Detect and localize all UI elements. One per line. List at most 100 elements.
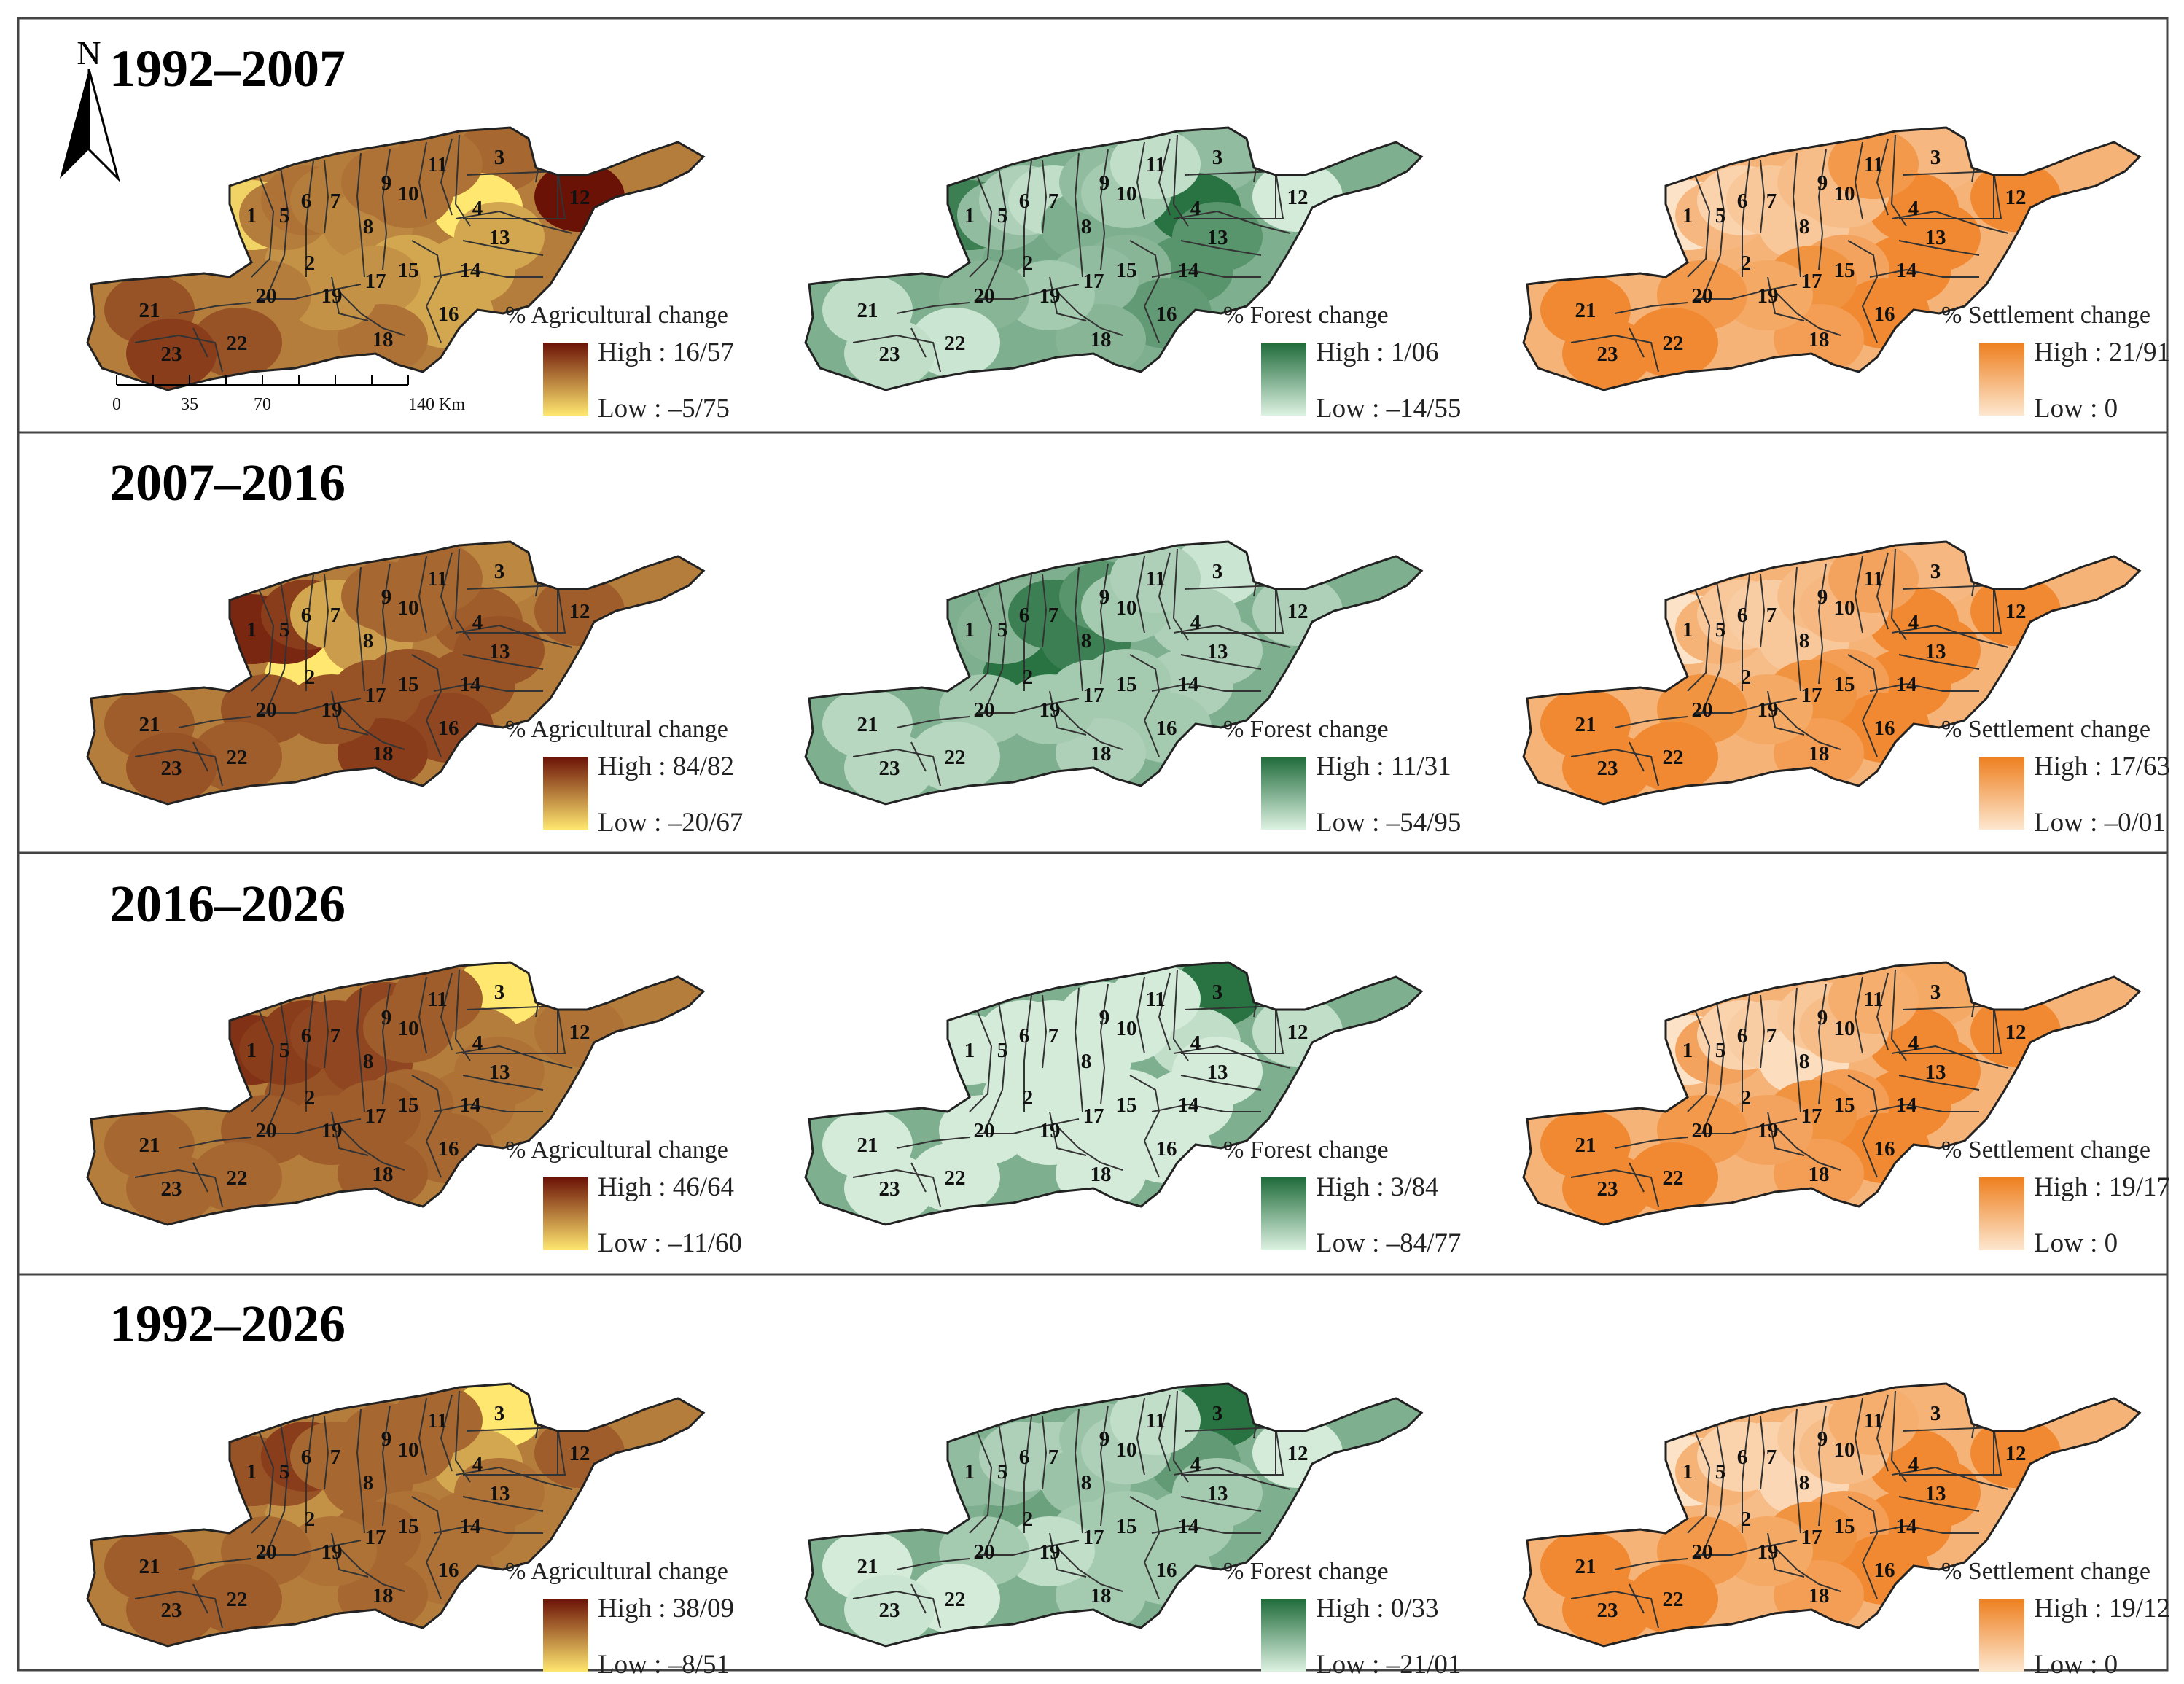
district-label: 13	[1925, 226, 1946, 249]
district-label: 22	[227, 1588, 248, 1611]
district-label: 6	[1019, 1024, 1030, 1048]
district-label: 10	[398, 182, 419, 206]
district-border	[463, 584, 566, 634]
district-label: 15	[1116, 1094, 1137, 1117]
district-border	[356, 987, 365, 1112]
district-label: 7	[330, 604, 341, 627]
district-label: 1	[964, 618, 975, 642]
district-border	[455, 210, 573, 234]
district-label: 3	[1930, 146, 1941, 169]
district-border	[1049, 276, 1087, 321]
district-label: 22	[945, 1588, 966, 1611]
district-border	[1701, 1423, 1725, 1556]
district-border	[1074, 1408, 1083, 1534]
scale-label: 0	[112, 395, 121, 414]
district-label: 22	[945, 1166, 966, 1190]
district-border	[1891, 624, 2009, 648]
district-label: 14	[1178, 673, 1199, 696]
district-border	[259, 284, 362, 300]
district-label: 15	[1116, 1515, 1137, 1538]
district-label: 5	[997, 618, 1008, 642]
district-border	[1876, 972, 1889, 1050]
district-label: 8	[1081, 1050, 1092, 1073]
district-border	[969, 588, 993, 692]
district-border	[1173, 210, 1291, 234]
district-label: 4	[472, 1453, 483, 1476]
district-label: 9	[381, 171, 392, 195]
district-label: 20	[974, 698, 995, 722]
north-arrow-half	[87, 69, 120, 183]
district-label: 9	[1817, 171, 1828, 195]
district-19	[286, 674, 377, 744]
district-11	[392, 543, 483, 613]
district-label: 22	[227, 332, 248, 355]
legend-low: Low : –8/51	[598, 1650, 730, 1680]
district-border	[896, 302, 970, 314]
district-border	[1891, 210, 2009, 234]
district-label: 16	[438, 303, 459, 326]
legend-ramp	[543, 343, 588, 416]
legend-high: High : 16/57	[598, 338, 734, 367]
district-label: 13	[1207, 226, 1228, 249]
district-label: 8	[1799, 1050, 1810, 1073]
district-label: 5	[279, 618, 290, 642]
district-border	[1136, 976, 1145, 1054]
district-border	[1042, 1416, 1048, 1490]
district-label: 16	[1874, 1137, 1895, 1161]
district-label: 16	[1156, 1137, 1177, 1161]
district-border	[1042, 574, 1048, 648]
district-border	[265, 1423, 289, 1556]
district-border	[977, 284, 1080, 300]
district-label: 8	[363, 215, 374, 238]
district-border	[1151, 682, 1261, 692]
district-label: 9	[381, 1427, 392, 1451]
district-border	[440, 138, 453, 216]
district-border	[463, 1005, 566, 1054]
district-19	[1723, 260, 1813, 330]
district-label: 17	[1801, 1104, 1822, 1128]
district-border	[331, 276, 369, 321]
district-label: 19	[1758, 284, 1779, 308]
district-label: 8	[363, 629, 374, 652]
district-label: 21	[139, 1555, 160, 1578]
district-label: 14	[1178, 259, 1199, 282]
legend-title: % Forest change	[1223, 1137, 1389, 1163]
district-border	[134, 1590, 223, 1629]
district-border	[977, 1540, 1080, 1556]
district-fills	[104, 128, 625, 389]
district-label: 6	[301, 1024, 312, 1048]
district-label: 16	[1874, 303, 1895, 326]
district-border	[1173, 1466, 1291, 1490]
district-border	[1876, 138, 1889, 216]
district-border	[1695, 1540, 1798, 1556]
district-label: 11	[427, 153, 447, 176]
district-border	[1136, 1398, 1145, 1476]
district-11	[1110, 1385, 1201, 1455]
district-label: 11	[1145, 1409, 1165, 1432]
district-label: 20	[1692, 284, 1713, 308]
district-border	[305, 574, 314, 691]
district-border	[381, 983, 391, 1105]
district-border	[305, 160, 314, 277]
district-label: 21	[857, 1555, 878, 1578]
district-border	[1687, 1430, 1711, 1534]
district-label: 23	[879, 1599, 900, 1622]
district-border	[1136, 141, 1145, 219]
district-label: 3	[494, 981, 505, 1004]
district-border	[1181, 1005, 1284, 1054]
district-label: 16	[1156, 303, 1177, 326]
district-border	[418, 141, 427, 219]
district-label: 4	[472, 1032, 483, 1055]
district-label: 11	[1863, 1409, 1883, 1432]
district-label: 2	[1023, 666, 1034, 689]
district-border	[411, 1075, 442, 1178]
district-borders	[852, 969, 1291, 1207]
district-border	[1899, 170, 2002, 219]
district-label: 23	[161, 757, 182, 780]
district-label: 6	[1737, 604, 1748, 627]
district-19	[1723, 1095, 1813, 1165]
district-label: 3	[1930, 981, 1941, 1004]
district-border	[1899, 1005, 2002, 1054]
scale-label: 140 Km	[408, 395, 465, 414]
